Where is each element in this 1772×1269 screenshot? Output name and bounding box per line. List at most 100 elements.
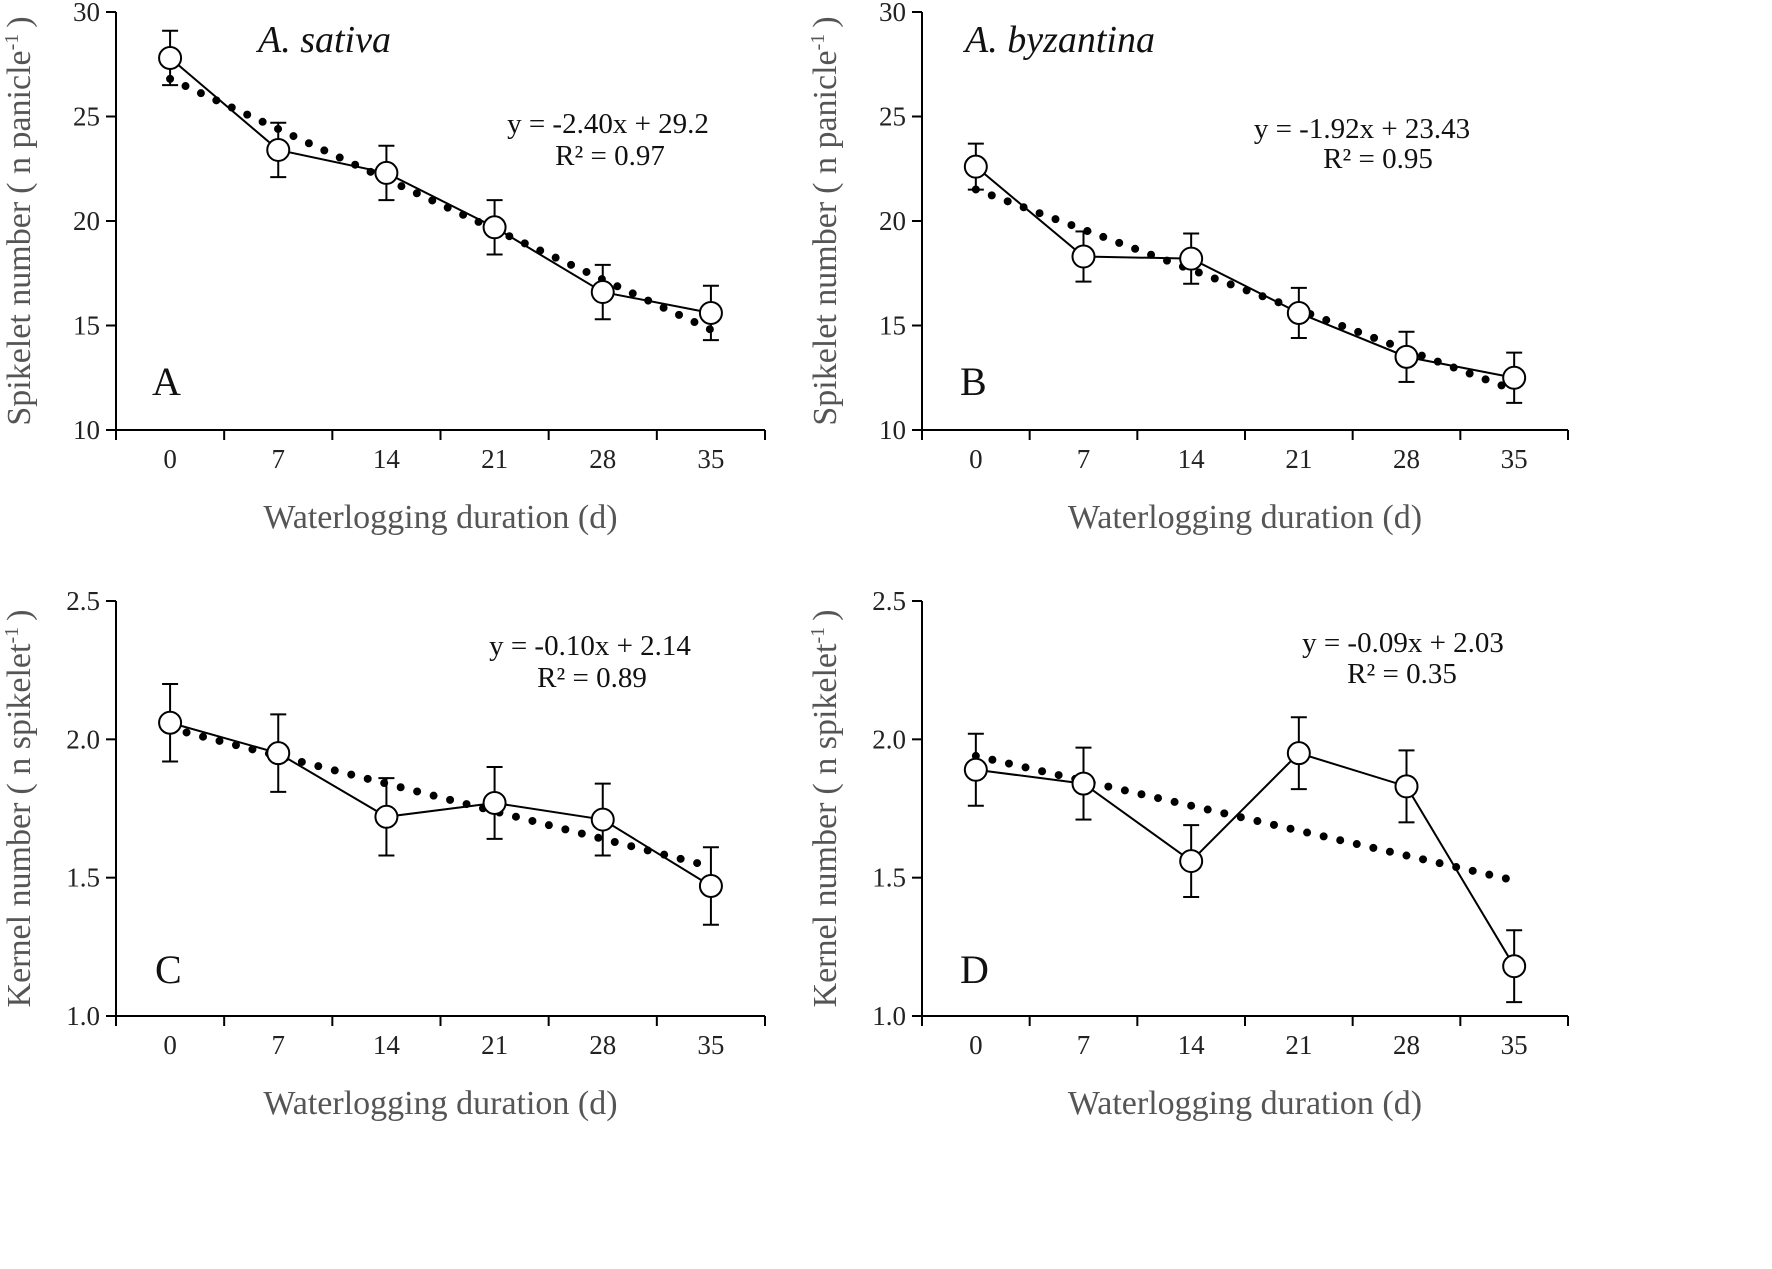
regression-r2: R² = 0.35 — [1347, 658, 1457, 690]
y-axis-title-unit: ( n panicle — [1, 50, 38, 194]
y-axis-title-unit: ( n spikelet — [807, 643, 844, 795]
data-point — [1179, 246, 1204, 271]
regression-r2: R² = 0.95 — [1323, 143, 1433, 175]
x-tick-label: 35 — [1501, 1030, 1528, 1060]
y-tick-label: 30 — [879, 0, 906, 27]
x-tick-label: 7 — [272, 1030, 286, 1060]
data-line — [169, 721, 712, 887]
x-tick-label: 7 — [1077, 1030, 1091, 1060]
y-axis-title-unit: ( n spikelet — [1, 643, 38, 795]
data-point — [482, 790, 507, 815]
data-point — [266, 741, 291, 766]
regression-equation: y = -0.09x + 2.03 — [1302, 627, 1504, 659]
data-point — [1286, 300, 1311, 325]
x-tick-label: 35 — [1501, 444, 1528, 474]
data-point — [963, 154, 988, 179]
y-tick-label: 2.0 — [872, 724, 906, 754]
data-point — [1502, 954, 1527, 979]
data-point — [158, 710, 183, 735]
y-axis-title: Kernel number ( n spikelet-1) — [1, 610, 38, 1008]
y-tick-label: 1.0 — [872, 1001, 906, 1031]
panel-a: 10 15 20 25 30 0 7 14 21 28 35 Waterlogging duratio… — [1, 0, 766, 536]
panel-letter: D — [960, 947, 989, 992]
panel-b: 10 15 20 25 30 0 7 14 21 28 35 Waterlogging duratio… — [807, 0, 1569, 536]
x-tick-label: 35 — [697, 444, 724, 474]
y-axis-title-sup: -1 — [807, 627, 829, 644]
x-tick-label: 14 — [1178, 444, 1206, 474]
regression-equation: y = -0.10x + 2.14 — [489, 630, 691, 662]
panel-letter: B — [960, 359, 987, 404]
x-axis-title: Waterlogging duration (d) — [1068, 499, 1422, 536]
panel-c: 1.0 1.5 2.0 2.5 0 7 14 21 28 35 Waterlogging durat… — [1, 586, 766, 1122]
y-axis-title-close: ) — [807, 610, 844, 621]
panel-d: 1.0 1.5 2.0 2.5 0 7 14 21 28 35 Waterlogging durat… — [807, 586, 1569, 1122]
trend-line — [971, 751, 1519, 885]
species-label: A. byzantina — [962, 19, 1155, 61]
y-axis-title-close: ) — [1, 610, 38, 621]
x-tick-label: 21 — [481, 444, 508, 474]
x-axis-title: Waterlogging duration (d) — [263, 499, 617, 536]
y-axis-title-main: Kernel number — [807, 802, 844, 1008]
x-axis-title: Waterlogging duration (d) — [1068, 1085, 1422, 1122]
data-point — [698, 300, 723, 325]
data-point — [1502, 365, 1527, 390]
trend-line — [166, 74, 715, 334]
y-axis-title: Spikelet number ( n panicle-1) — [807, 16, 844, 425]
data-point — [590, 280, 615, 305]
y-tick-label: 20 — [73, 206, 100, 236]
y-tick-label: 10 — [879, 415, 906, 445]
x-tick-label: 28 — [589, 444, 616, 474]
data-point — [698, 873, 723, 898]
y-tick-label: 10 — [73, 415, 100, 445]
x-tick-label: 28 — [589, 1030, 616, 1060]
data-point — [374, 804, 399, 829]
y-tick-label: 15 — [73, 311, 100, 341]
y-axis-title-main: Spikelet number — [1, 201, 38, 425]
y-axis-title-sup: -1 — [1, 34, 23, 51]
x-tick-label: 0 — [969, 1030, 983, 1060]
x-tick-label: 0 — [969, 444, 983, 474]
y-tick-label: 25 — [879, 102, 906, 132]
species-label: A. sativa — [255, 19, 391, 61]
data-point — [1394, 344, 1419, 369]
x-tick-label: 0 — [163, 1030, 177, 1060]
x-tick-label: 0 — [163, 444, 177, 474]
y-tick-label: 1.5 — [66, 863, 100, 893]
data-point — [1071, 771, 1096, 796]
x-tick-label: 21 — [1285, 1030, 1312, 1060]
x-tick-label: 21 — [481, 1030, 508, 1060]
data-point — [482, 215, 507, 240]
data-point — [1286, 741, 1311, 766]
regression-equation: y = -1.92x + 23.43 — [1254, 113, 1470, 145]
data-point — [1071, 244, 1096, 269]
x-tick-label: 7 — [272, 444, 286, 474]
data-point — [590, 807, 615, 832]
data-point — [374, 160, 399, 185]
y-tick-label: 20 — [879, 206, 906, 236]
regression-equation: y = -2.40x + 29.2 — [507, 108, 709, 140]
panel-letter: C — [155, 947, 182, 992]
y-tick-label: 15 — [879, 311, 906, 341]
x-tick-label: 21 — [1285, 444, 1312, 474]
y-tick-label: 2.5 — [872, 586, 906, 616]
data-line — [975, 165, 1515, 379]
regression-r2: R² = 0.89 — [537, 662, 647, 694]
x-tick-label: 14 — [1178, 1030, 1206, 1060]
regression-r2: R² = 0.97 — [555, 140, 665, 172]
data-line — [975, 752, 1516, 967]
x-tick-label: 28 — [1393, 1030, 1420, 1060]
x-tick-label: 14 — [373, 1030, 401, 1060]
y-axis-title-close: ) — [807, 16, 844, 27]
y-tick-label: 1.0 — [66, 1001, 100, 1031]
y-axis-title-sup: -1 — [1, 627, 23, 644]
trend-line — [971, 185, 1519, 395]
y-axis-title-close: ) — [1, 16, 38, 27]
y-tick-label: 1.5 — [872, 863, 906, 893]
x-axis-title: Waterlogging duration (d) — [263, 1085, 617, 1122]
trend-line — [166, 724, 715, 871]
data-point — [1394, 774, 1419, 799]
data-point — [158, 45, 183, 70]
x-tick-label: 35 — [697, 1030, 724, 1060]
y-axis-title-main: Kernel number — [1, 802, 38, 1008]
